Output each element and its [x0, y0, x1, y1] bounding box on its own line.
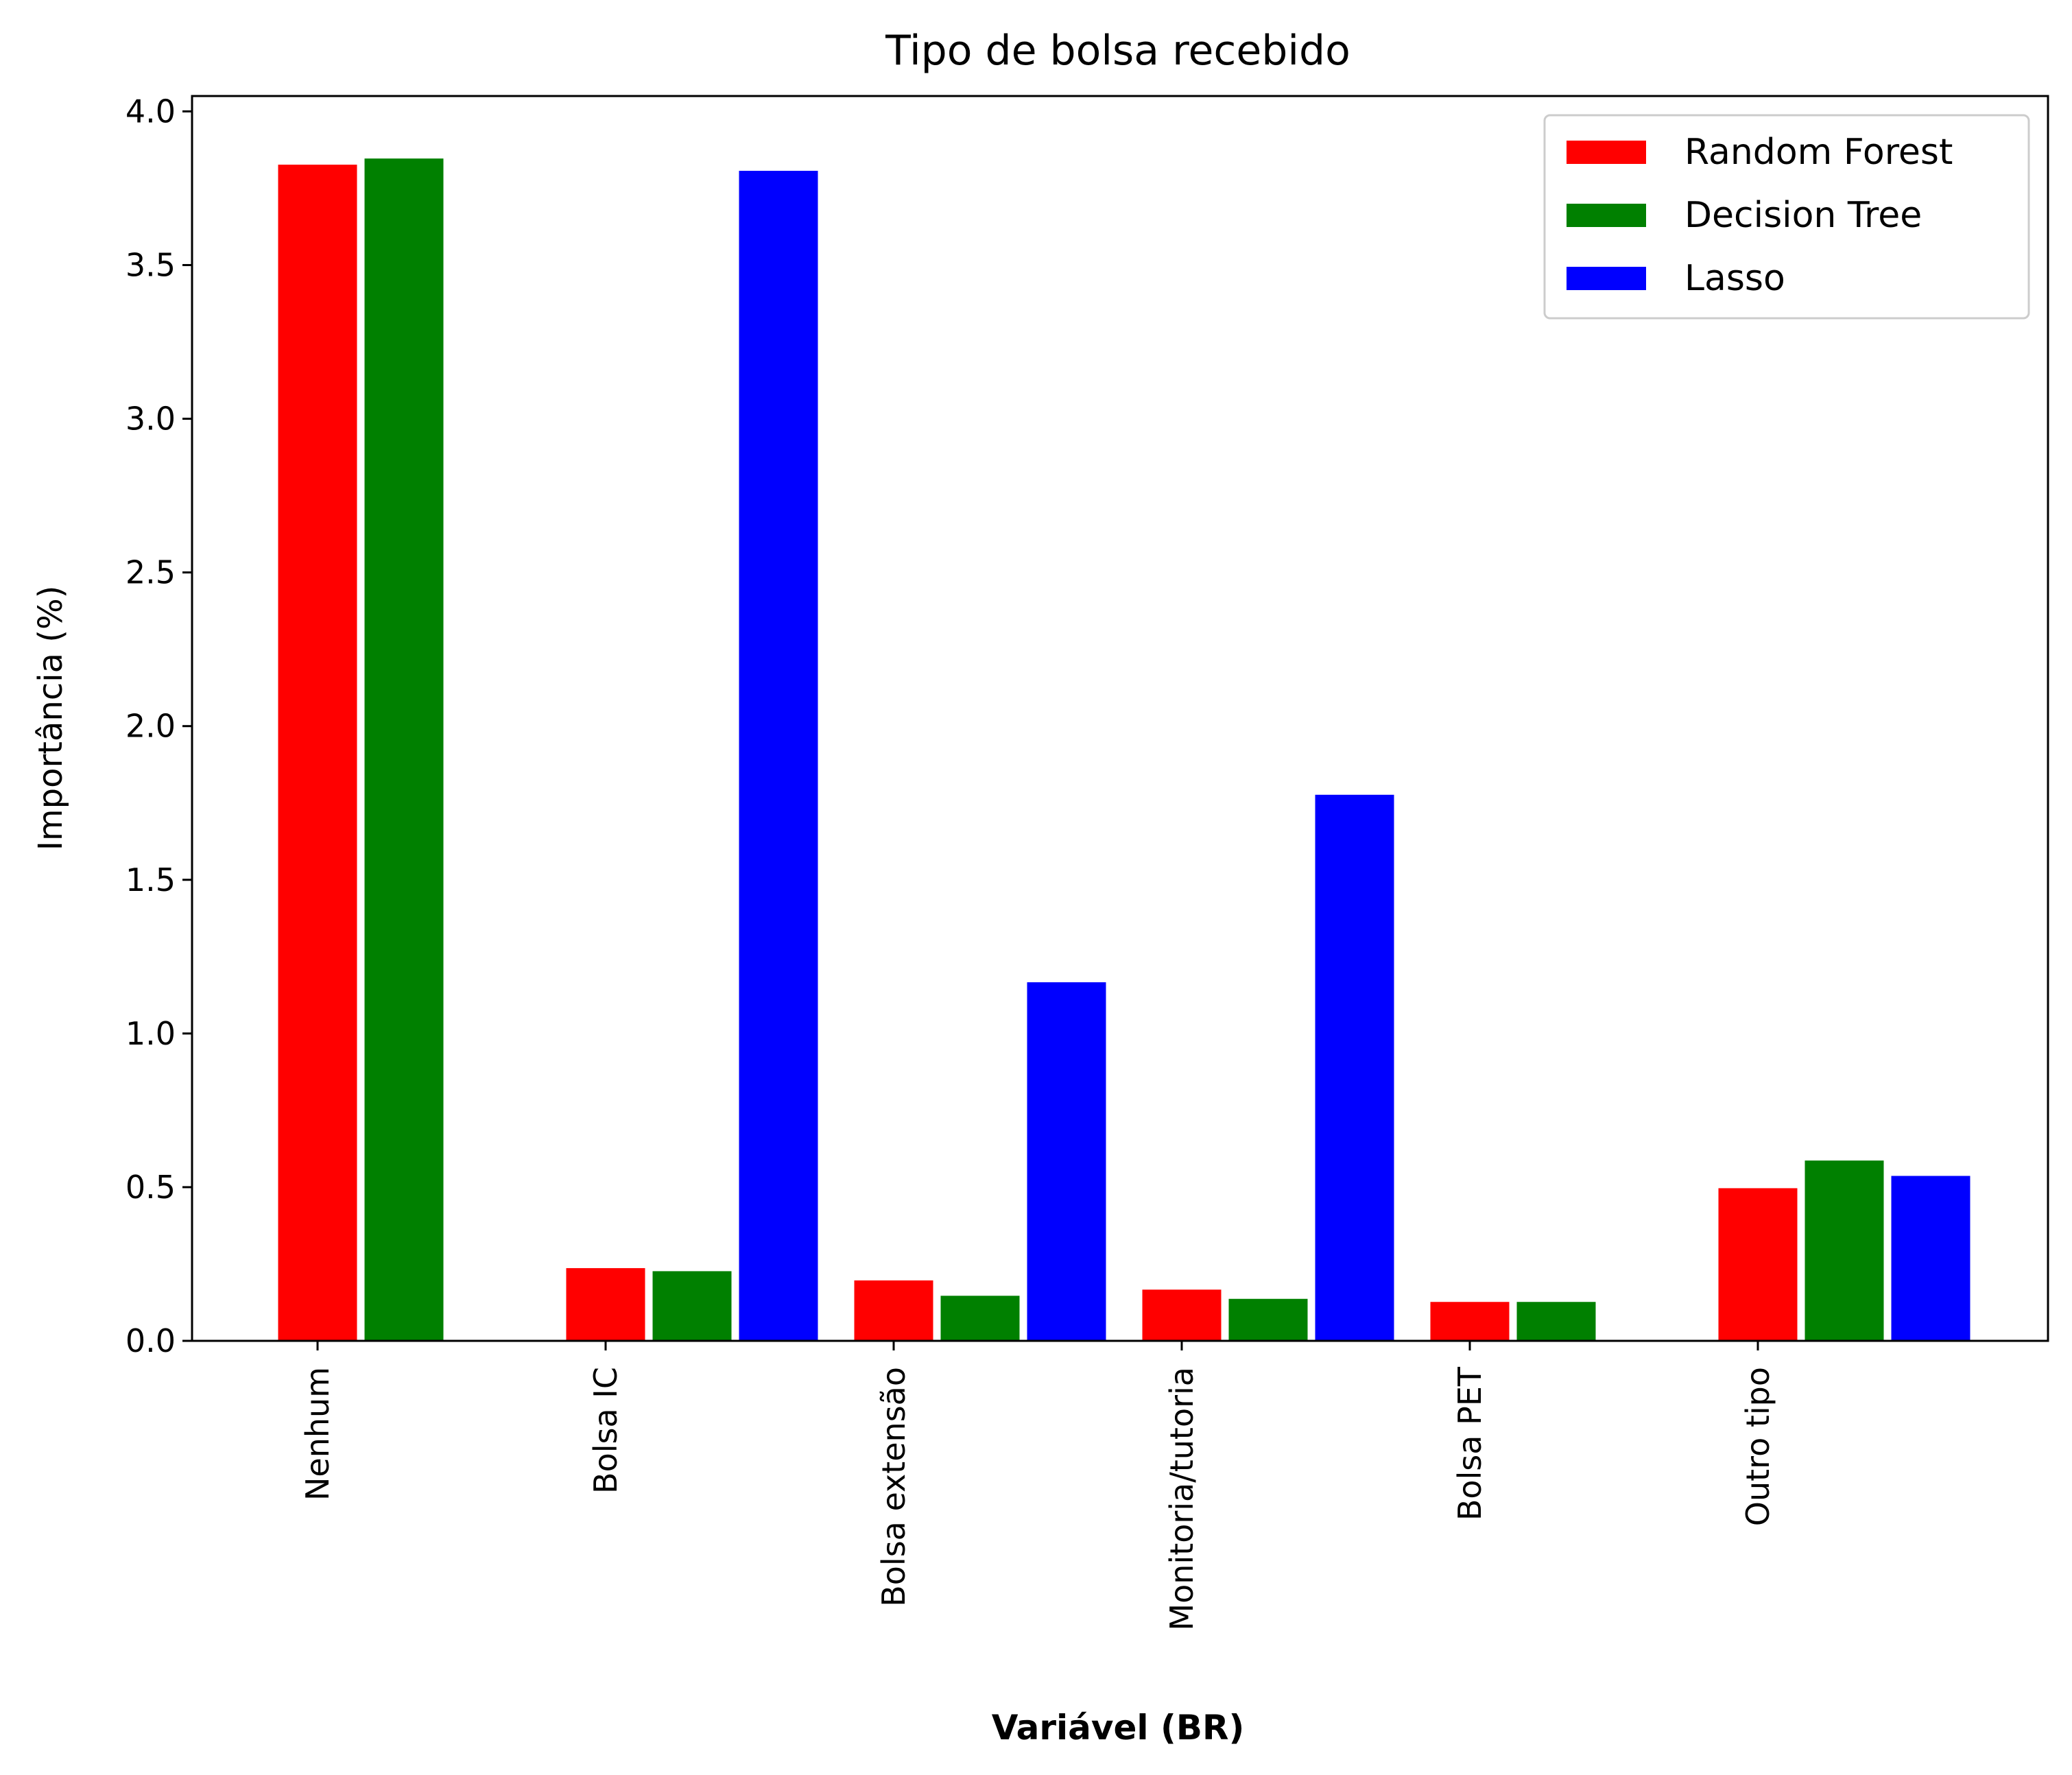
legend-swatch — [1567, 267, 1646, 290]
y-tick-label: 2.5 — [126, 554, 176, 591]
bar-random-forest — [1140, 1287, 1224, 1342]
bar-decision-tree — [1802, 1158, 1886, 1342]
bar-decision-tree — [1226, 1296, 1310, 1342]
legend-swatch — [1567, 141, 1646, 164]
bar-decision-tree — [938, 1294, 1022, 1342]
bar-random-forest — [276, 163, 359, 1342]
legend-swatch — [1567, 204, 1646, 227]
bar-lasso — [1889, 1174, 1973, 1342]
y-tick-label: 1.0 — [126, 1015, 176, 1052]
legend: Random Forest Decision Tree Lasso — [1543, 114, 2030, 320]
y-tick-label: 1.5 — [126, 861, 176, 898]
y-tick-label: 3.0 — [126, 401, 176, 438]
bar-decision-tree — [362, 156, 446, 1342]
legend-box — [1543, 114, 2030, 320]
bars-layer — [276, 156, 1973, 1342]
legend-label: Lasso — [1684, 258, 1785, 299]
bar-random-forest — [1716, 1186, 1800, 1342]
x-tick-label: Nenhum — [299, 1367, 336, 1501]
legend-label: Random Forest — [1684, 132, 1953, 173]
bar-decision-tree — [1514, 1300, 1598, 1342]
y-tick-label: 0.5 — [126, 1169, 176, 1206]
legend-label: Decision Tree — [1684, 195, 1922, 236]
bar-lasso — [737, 169, 820, 1342]
y-tick-label: 0.0 — [126, 1322, 176, 1359]
chart-title: Tipo de bolsa recebido — [885, 27, 1350, 75]
y-axis: 0.0 0.5 1.0 1.5 2.0 2.5 3.0 3.5 4.0 — [126, 93, 192, 1359]
x-axis-label: Variável (BR) — [992, 1708, 1245, 1748]
bar-random-forest — [852, 1278, 936, 1342]
x-tick-label: Bolsa PET — [1451, 1366, 1488, 1521]
x-tick-label: Bolsa IC — [587, 1367, 624, 1494]
bar-lasso — [1025, 980, 1108, 1342]
bar-decision-tree — [650, 1269, 734, 1342]
bar-random-forest — [564, 1265, 647, 1342]
x-axis: Nenhum Bolsa IC Bolsa extensão Monitoria/tu… — [299, 1341, 1776, 1631]
x-tick-label: Monitoria/tutoria — [1163, 1367, 1200, 1631]
bar-random-forest — [1428, 1300, 1512, 1342]
x-tick-label: Outro tipo — [1739, 1367, 1776, 1526]
bar-lasso — [1313, 792, 1396, 1342]
y-tick-label: 2.0 — [126, 708, 176, 745]
y-tick-label: 4.0 — [126, 93, 176, 130]
y-axis-label: Importância (%) — [32, 586, 70, 851]
y-tick-label: 3.5 — [126, 246, 176, 283]
plot-frame — [191, 95, 2049, 1342]
x-tick-label: Bolsa extensão — [875, 1367, 912, 1607]
